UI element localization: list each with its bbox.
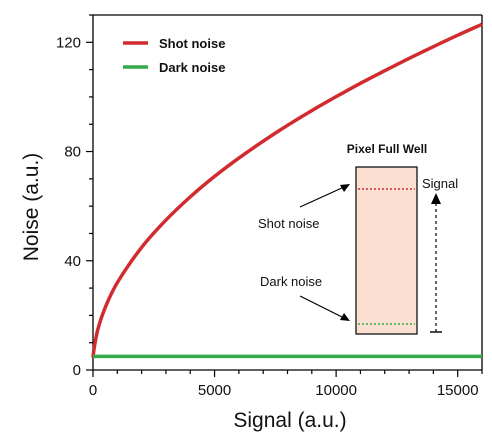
x-tick-label: 5000 xyxy=(198,382,231,399)
inset-dark-noise-label: Dark noise xyxy=(260,274,322,289)
full-well-box xyxy=(355,166,418,335)
series-layer xyxy=(91,22,483,359)
x-tick-label: 10000 xyxy=(315,382,357,399)
pixel-full-well-inset: Pixel Full Well Shot noise Dark noise Si… xyxy=(258,142,458,335)
inset-shot-noise-label: Shot noise xyxy=(258,216,319,231)
axes xyxy=(92,14,483,371)
y-tick-label: 40 xyxy=(64,253,81,270)
x-axis-title: Signal (a.u.) xyxy=(233,409,346,432)
tick-labels: 0 5000 10000 15000 0 40 80 120 xyxy=(56,34,479,399)
inset-signal-label: Signal xyxy=(422,176,458,191)
shot-noise-arrow xyxy=(299,186,345,208)
legend: Shot noise Dark noise xyxy=(123,36,225,75)
x-tick-label: 15000 xyxy=(437,382,479,399)
y-tick-label: 80 xyxy=(64,144,81,161)
dark-noise-arrowhead xyxy=(340,313,350,321)
shot-noise-arrowhead xyxy=(340,184,350,192)
legend-label-shot-noise: Shot noise xyxy=(159,36,225,51)
y-tick-label: 120 xyxy=(56,34,81,51)
series-line-shot-noise xyxy=(91,22,483,358)
dark-noise-arrow xyxy=(299,295,345,319)
ticks xyxy=(86,14,483,377)
y-tick-label: 0 xyxy=(73,362,81,379)
inset-title: Pixel Full Well xyxy=(347,142,427,156)
signal-arrowhead xyxy=(431,193,441,204)
legend-label-dark-noise: Dark noise xyxy=(159,60,225,75)
x-tick-label: 0 xyxy=(89,382,97,399)
y-axis-title: Noise (a.u.) xyxy=(20,153,43,262)
